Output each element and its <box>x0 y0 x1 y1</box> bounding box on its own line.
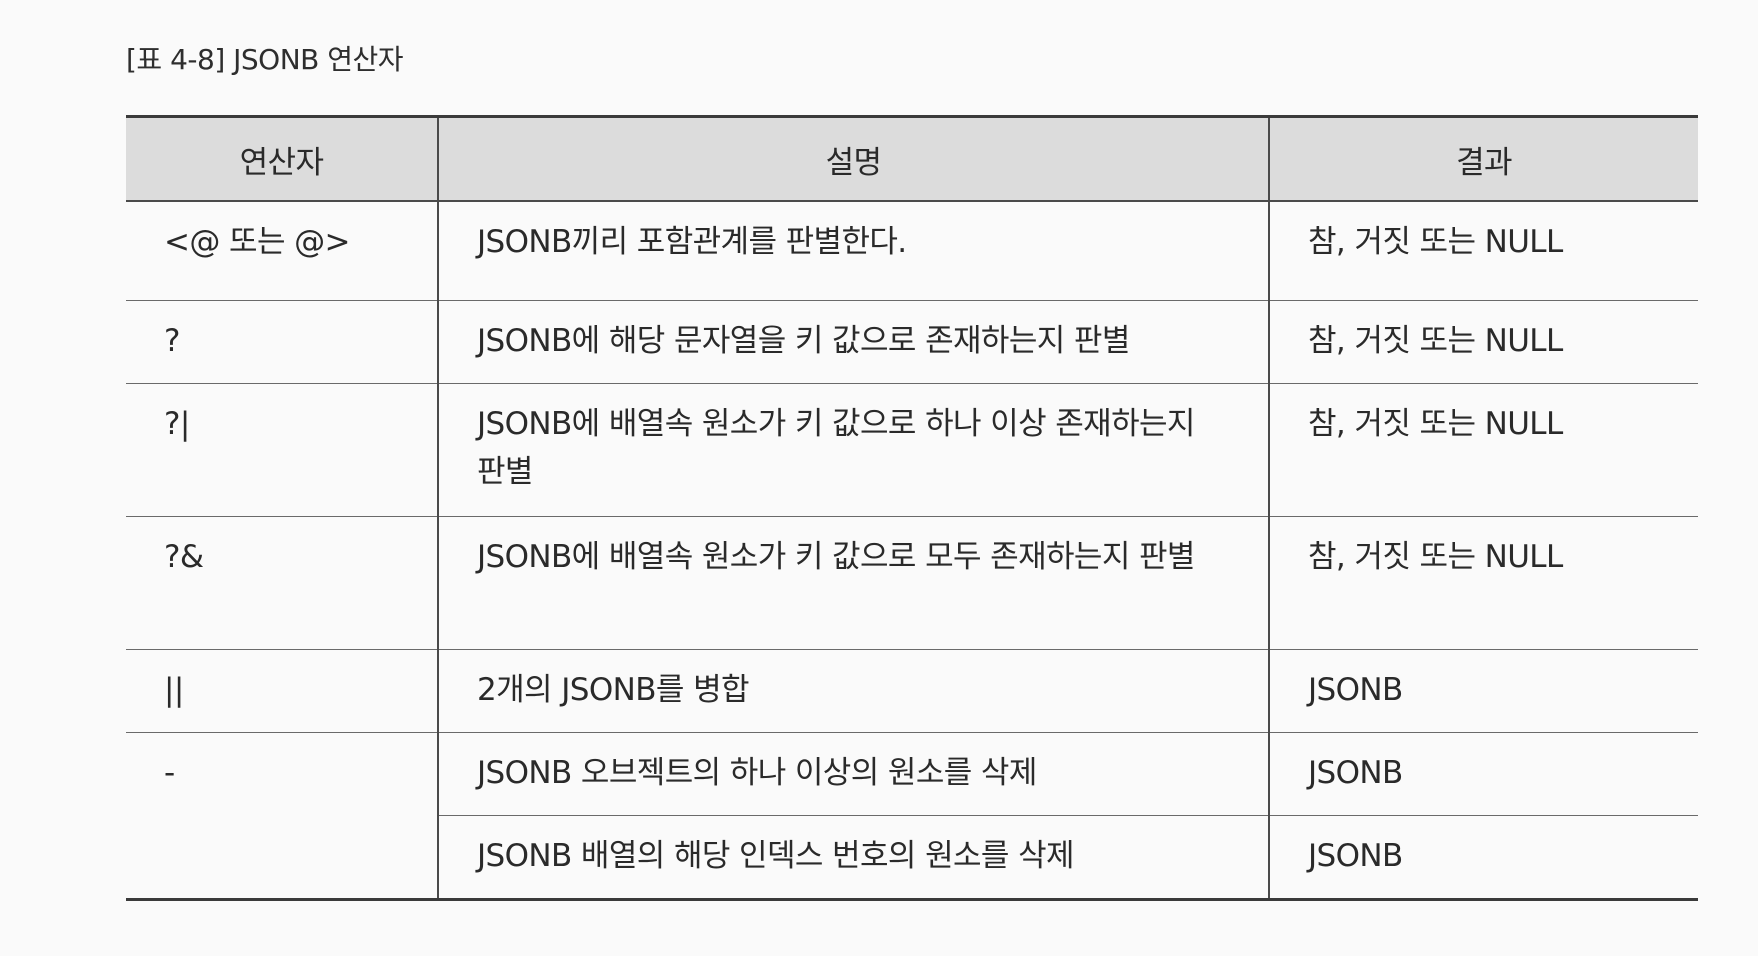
operator-cell: || <box>126 649 438 733</box>
operator-cell: <@ 또는 @> <box>126 201 438 301</box>
description-cell: JSONB 오브젝트의 하나 이상의 원소를 삭제 <box>437 732 1269 816</box>
table-row: ? JSONB에 해당 문자열을 키 값으로 존재하는지 판별 참, 거짓 또는… <box>126 300 1698 384</box>
operator-cell: ?| <box>126 383 438 517</box>
operator-cell: ? <box>126 300 438 384</box>
operator-cell: ?& <box>126 516 438 650</box>
operator-cell: - <box>126 732 438 901</box>
table-row: JSONB 배열의 해당 인덱스 번호의 원소를 삭제 JSONB <box>126 815 1698 901</box>
description-cell: JSONB에 배열속 원소가 키 값으로 하나 이상 존재하는지 판별 <box>437 383 1269 517</box>
result-cell: JSONB <box>1268 815 1698 901</box>
table-caption: [표 4-8] JSONB 연산자 <box>126 43 404 76</box>
result-cell: 참, 거짓 또는 NULL <box>1268 383 1698 517</box>
description-text: JSONB에 배열속 원소가 키 값으로 하나 이상 존재하는지 판별 <box>477 406 1195 490</box>
result-cell: JSONB <box>1268 732 1698 816</box>
description-cell: 2개의 JSONB를 병합 <box>437 649 1269 733</box>
result-cell: JSONB <box>1268 649 1698 733</box>
table-header-row: 연산자 설명 결과 <box>126 115 1698 202</box>
table-row: - JSONB 오브젝트의 하나 이상의 원소를 삭제 JSONB <box>126 732 1698 901</box>
result-cell: 참, 거짓 또는 NULL <box>1268 300 1698 384</box>
result-cell: 참, 거짓 또는 NULL <box>1268 201 1698 301</box>
description-cell: JSONB끼리 포함관계를 판별한다. <box>437 201 1269 301</box>
table-row: || 2개의 JSONB를 병합 JSONB <box>126 649 1698 733</box>
header-result: 결과 <box>1268 115 1698 202</box>
header-description: 설명 <box>437 115 1269 202</box>
header-operator: 연산자 <box>126 115 438 202</box>
description-text: JSONB에 배열속 원소가 키 값으로 모두 존재하는지 판별 <box>477 539 1195 575</box>
description-cell: JSONB 배열의 해당 인덱스 번호의 원소를 삭제 <box>437 815 1269 901</box>
table-row: <@ 또는 @> JSONB끼리 포함관계를 판별한다. 참, 거짓 또는 NU… <box>126 201 1698 301</box>
description-cell: JSONB에 배열속 원소가 키 값으로 모두 존재하는지 판별 <box>437 516 1269 650</box>
result-cell: 참, 거짓 또는 NULL <box>1268 516 1698 650</box>
description-cell: JSONB에 해당 문자열을 키 값으로 존재하는지 판별 <box>437 300 1269 384</box>
table-row: ?& JSONB에 배열속 원소가 키 값으로 모두 존재하는지 판별 참, 거… <box>126 516 1698 650</box>
table-row: ?| JSONB에 배열속 원소가 키 값으로 하나 이상 존재하는지 판별 참… <box>126 383 1698 517</box>
jsonb-operators-table: 연산자 설명 결과 <@ 또는 @> JSONB끼리 포함관계를 판별한다. 참… <box>126 115 1698 901</box>
